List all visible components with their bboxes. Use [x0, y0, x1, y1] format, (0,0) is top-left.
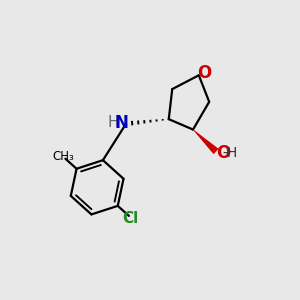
- Text: -H: -H: [222, 146, 238, 160]
- Text: CH₃: CH₃: [52, 150, 74, 164]
- Polygon shape: [193, 129, 219, 154]
- Text: O: O: [216, 144, 230, 162]
- Text: N: N: [115, 114, 129, 132]
- Text: O: O: [197, 64, 211, 82]
- Text: H: H: [108, 115, 119, 130]
- Text: Cl: Cl: [123, 211, 139, 226]
